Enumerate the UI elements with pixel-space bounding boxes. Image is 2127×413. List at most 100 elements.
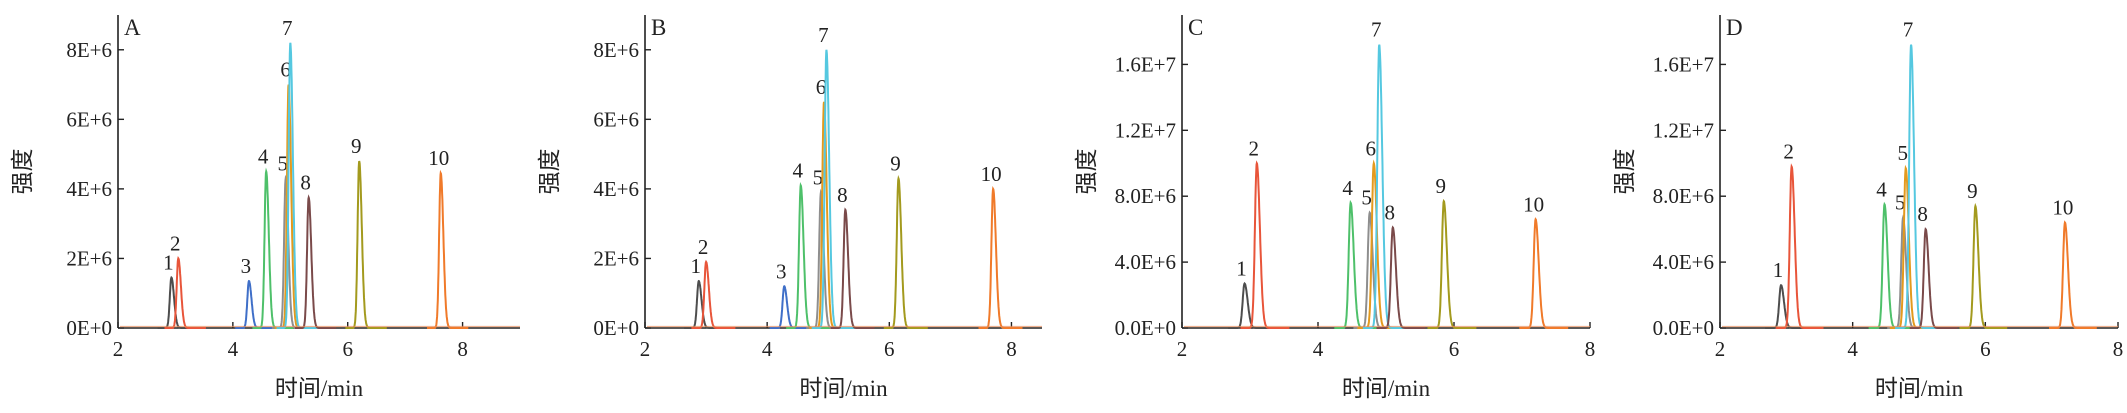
peak-label: 2 <box>698 235 709 259</box>
y-tick-label: 6E+6 <box>66 107 112 131</box>
peak-label: 8 <box>300 171 311 195</box>
peak-trace-9 <box>1959 202 2008 329</box>
x-tick-label: 6 <box>1980 337 1991 361</box>
peak-trace-8 <box>1376 225 1426 329</box>
peak-label: 3 <box>241 254 252 278</box>
peak-trace-10 <box>427 169 469 329</box>
peak-trace-4 <box>786 182 831 329</box>
chart-panel-c: 0.0E+04.0E+68.0E+61.2E+71.6E+72 4 6 8时间/min… <box>1074 15 1595 401</box>
y-axis-title: 强度 <box>1612 149 1637 195</box>
y-tick-label: 4.0E+6 <box>1653 250 1714 274</box>
peak-trace-8 <box>294 194 337 329</box>
peak-label: 6 <box>816 75 827 99</box>
x-axis-title: 时间/min <box>1342 376 1431 401</box>
x-tick-label: 8 <box>457 337 468 361</box>
y-tick-label: 2E+6 <box>66 246 112 270</box>
peak-trace-7 <box>276 42 318 329</box>
peak-label: 4 <box>1876 177 1887 201</box>
peak-label: 4 <box>792 158 803 182</box>
peak-label: 7 <box>282 16 293 40</box>
x-tick-label: 2 <box>640 337 651 361</box>
panel-label: A <box>124 15 141 40</box>
peak-label: 10 <box>428 146 449 170</box>
peak-trace-8 <box>1909 227 1958 329</box>
x-tick-label: 4 <box>1847 337 1858 361</box>
x-tick-label: 4 <box>762 337 773 361</box>
peak-trace-2 <box>1775 163 1824 329</box>
y-tick-label: 8.0E+6 <box>1653 184 1714 208</box>
peak-label: 5 <box>1361 186 1372 210</box>
panel-label: D <box>1726 15 1743 40</box>
y-axis-title: 强度 <box>1074 149 1099 195</box>
peak-trace-7 <box>811 49 856 329</box>
peak-label: 3 <box>776 259 787 283</box>
peak-label: 5 <box>813 165 824 189</box>
peak-label: 9 <box>351 134 362 158</box>
x-tick-label: 6 <box>884 337 895 361</box>
peak-trace-1 <box>157 275 199 329</box>
y-axis-title: 强度 <box>537 149 562 195</box>
y-tick-label: 8E+6 <box>66 38 112 62</box>
peak-trace-10 <box>2049 220 2097 329</box>
peak-label: 1 <box>690 254 701 278</box>
y-tick-label: 1.2E+7 <box>1653 118 1714 142</box>
peak-label: 8 <box>1917 202 1928 226</box>
x-tick-label: 2 <box>113 337 124 361</box>
x-tick-label: 4 <box>228 337 239 361</box>
x-tick-label: 6 <box>1449 337 1460 361</box>
peak-label: 1 <box>1773 258 1784 282</box>
y-tick-label: 8.0E+6 <box>1115 184 1176 208</box>
peak-label: 6 <box>280 58 291 82</box>
y-tick-label: 0.0E+0 <box>1115 316 1176 340</box>
peak-label: 8 <box>1385 201 1396 225</box>
peak-label: 5 <box>1895 191 1906 215</box>
x-tick-label: 8 <box>2113 337 2124 361</box>
peak-label: 9 <box>1436 174 1447 198</box>
peak-label: 9 <box>890 151 901 175</box>
peak-trace-1 <box>684 279 729 329</box>
x-tick-label: 6 <box>342 337 353 361</box>
y-tick-label: 0E+0 <box>66 316 112 340</box>
y-tick-label: 1.6E+7 <box>1653 52 1714 76</box>
y-tick-label: 8E+6 <box>593 38 639 62</box>
peak-trace-2 <box>1240 160 1290 329</box>
peak-label: 2 <box>1783 140 1794 164</box>
x-axis-title: 时间/min <box>799 376 888 401</box>
x-axis-title: 时间/min <box>275 376 364 401</box>
peak-trace-9 <box>883 175 928 329</box>
y-tick-label: 0.0E+0 <box>1653 316 1714 340</box>
y-tick-label: 2E+6 <box>593 246 639 270</box>
x-tick-label: 2 <box>1715 337 1726 361</box>
peak-trace-10 <box>1519 217 1569 329</box>
y-tick-label: 4.0E+6 <box>1115 250 1176 274</box>
x-axis-title: 时间/min <box>1875 376 1964 401</box>
peak-label: 4 <box>1342 176 1353 200</box>
peak-label: 4 <box>258 145 269 169</box>
peak-label: 8 <box>837 183 848 207</box>
peak-label: 5 <box>277 151 288 175</box>
peak-label: 2 <box>170 231 181 255</box>
peak-label: 10 <box>2052 196 2073 220</box>
peak-trace-8 <box>830 207 875 329</box>
peak-trace-4 <box>1868 201 1917 329</box>
x-tick-label: 8 <box>1585 337 1596 361</box>
peak-trace-10 <box>978 185 1023 329</box>
peak-trace-9 <box>345 160 387 329</box>
peak-label: 9 <box>1967 179 1978 203</box>
y-axis-title: 强度 <box>10 149 35 195</box>
y-tick-label: 6E+6 <box>593 107 639 131</box>
x-tick-label: 2 <box>1177 337 1188 361</box>
peak-label: 6 <box>1366 136 1377 160</box>
peak-label: 10 <box>981 162 1002 186</box>
peak-label: 7 <box>1903 18 1914 42</box>
peak-label: 10 <box>1523 192 1544 216</box>
y-tick-label: 1.2E+7 <box>1115 118 1176 142</box>
panel-label: B <box>651 15 666 40</box>
peak-trace-4 <box>1334 199 1384 329</box>
y-tick-label: 4E+6 <box>593 177 639 201</box>
y-tick-label: 0E+0 <box>593 316 639 340</box>
y-tick-label: 1.6E+7 <box>1115 52 1176 76</box>
x-tick-label: 8 <box>1006 337 1017 361</box>
peak-label: 7 <box>818 23 829 47</box>
